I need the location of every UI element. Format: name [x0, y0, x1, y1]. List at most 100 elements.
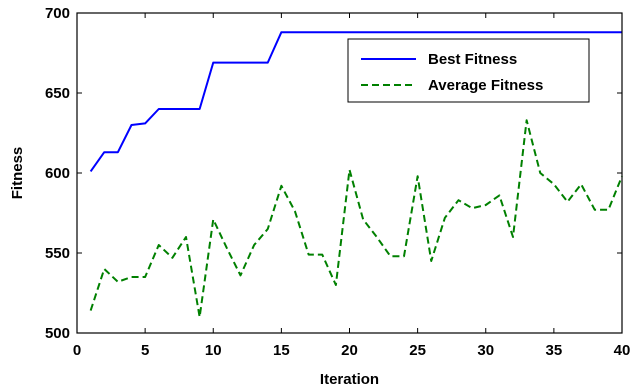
data-point-average-fitness	[281, 185, 283, 187]
data-point-average-fitness	[349, 169, 351, 171]
x-tick-label: 5	[141, 342, 149, 359]
data-point-average-fitness	[390, 255, 392, 257]
data-point-best-fitness	[90, 171, 92, 173]
data-point-average-fitness	[90, 310, 92, 312]
legend-box	[347, 38, 590, 103]
data-point-average-fitness	[403, 255, 405, 257]
data-point-best-fitness	[553, 31, 555, 33]
data-point-best-fitness	[185, 108, 187, 110]
x-tick-label: 40	[614, 342, 631, 359]
data-point-best-fitness	[608, 31, 610, 33]
data-point-best-fitness	[267, 62, 269, 64]
legend-label-best-fitness: Best Fitness	[428, 51, 517, 68]
x-tick-label: 15	[273, 342, 290, 359]
data-point-average-fitness	[512, 236, 514, 238]
data-point-average-fitness	[526, 119, 528, 121]
y-tick-label: 600	[45, 165, 70, 182]
data-point-best-fitness	[226, 62, 228, 64]
data-point-best-fitness	[390, 31, 392, 33]
data-point-average-fitness	[458, 199, 460, 201]
data-point-average-fitness	[144, 276, 146, 278]
x-tick-label: 25	[409, 342, 426, 359]
data-point-best-fitness	[172, 108, 174, 110]
data-point-average-fitness	[594, 209, 596, 211]
y-tick-label: 500	[45, 325, 70, 342]
data-point-best-fitness	[144, 123, 146, 125]
data-point-best-fitness	[485, 31, 487, 33]
series-line-best-fitness	[89, 31, 622, 172]
data-point-average-fitness	[430, 260, 432, 262]
data-point-best-fitness	[158, 108, 160, 110]
data-point-best-fitness	[458, 31, 460, 33]
y-tick-label: 650	[45, 85, 70, 102]
data-point-average-fitness	[553, 183, 555, 185]
x-tick-label: 20	[341, 342, 358, 359]
plot-lines	[89, 31, 623, 318]
data-point-best-fitness	[580, 31, 582, 33]
legend: Best Fitness Average Fitness	[347, 38, 590, 103]
data-point-average-fitness	[158, 244, 160, 246]
data-point-average-fitness	[471, 207, 473, 209]
data-point-best-fitness	[539, 31, 541, 33]
data-point-average-fitness	[199, 316, 201, 318]
data-point-average-fitness	[539, 172, 541, 174]
data-point-best-fitness	[335, 31, 337, 33]
data-point-best-fitness	[594, 31, 596, 33]
data-point-average-fitness	[131, 276, 133, 278]
x-axis-ticks: 0 5 10 15 20 25 30 35 40	[73, 13, 631, 359]
x-axis-title: Iteration	[320, 371, 379, 388]
data-point-best-fitness	[376, 31, 378, 33]
data-point-best-fitness	[281, 31, 283, 33]
y-axis-ticks: 500 550 600 650 700	[45, 5, 622, 342]
data-point-best-fitness	[212, 62, 214, 64]
data-point-average-fitness	[172, 257, 174, 259]
data-point-best-fitness	[471, 31, 473, 33]
data-point-best-fitness	[417, 31, 419, 33]
data-point-average-fitness	[253, 244, 255, 246]
data-point-average-fitness	[335, 284, 337, 286]
data-point-best-fitness	[512, 31, 514, 33]
data-point-average-fitness	[580, 183, 582, 185]
data-point-best-fitness	[294, 31, 296, 33]
data-point-average-fitness	[226, 247, 228, 249]
data-point-average-fitness	[499, 195, 501, 197]
data-point-best-fitness	[403, 31, 405, 33]
data-point-best-fitness	[444, 31, 446, 33]
data-point-average-fitness	[308, 254, 310, 256]
legend-label-average-fitness: Average Fitness	[428, 77, 543, 94]
x-tick-label: 10	[205, 342, 222, 359]
x-tick-label: 0	[73, 342, 81, 359]
data-point-average-fitness	[376, 236, 378, 238]
data-point-average-fitness	[103, 268, 105, 270]
data-point-average-fitness	[417, 175, 419, 177]
data-point-average-fitness	[117, 281, 119, 283]
data-point-best-fitness	[499, 31, 501, 33]
data-point-best-fitness	[308, 31, 310, 33]
data-point-best-fitness	[117, 151, 119, 153]
data-point-average-fitness	[608, 209, 610, 211]
data-point-average-fitness	[362, 219, 364, 221]
data-point-best-fitness	[349, 31, 351, 33]
data-point-best-fitness	[199, 108, 201, 110]
data-point-best-fitness	[430, 31, 432, 33]
data-point-best-fitness	[567, 31, 569, 33]
data-point-average-fitness	[321, 254, 323, 256]
x-tick-label: 30	[477, 342, 494, 359]
x-tick-label: 35	[546, 342, 563, 359]
data-point-average-fitness	[444, 217, 446, 219]
data-point-average-fitness	[294, 211, 296, 213]
data-point-average-fitness	[485, 204, 487, 206]
y-axis-title: Fitness	[9, 147, 26, 200]
y-tick-label: 550	[45, 245, 70, 262]
data-point-best-fitness	[240, 62, 242, 64]
data-point-average-fitness	[185, 236, 187, 238]
data-point-best-fitness	[131, 124, 133, 126]
data-point-average-fitness	[212, 219, 214, 221]
data-point-average-fitness	[240, 275, 242, 277]
data-point-best-fitness	[321, 31, 323, 33]
data-point-average-fitness	[567, 201, 569, 203]
data-point-best-fitness	[362, 31, 364, 33]
data-point-best-fitness	[253, 62, 255, 64]
data-point-average-fitness	[267, 228, 269, 230]
